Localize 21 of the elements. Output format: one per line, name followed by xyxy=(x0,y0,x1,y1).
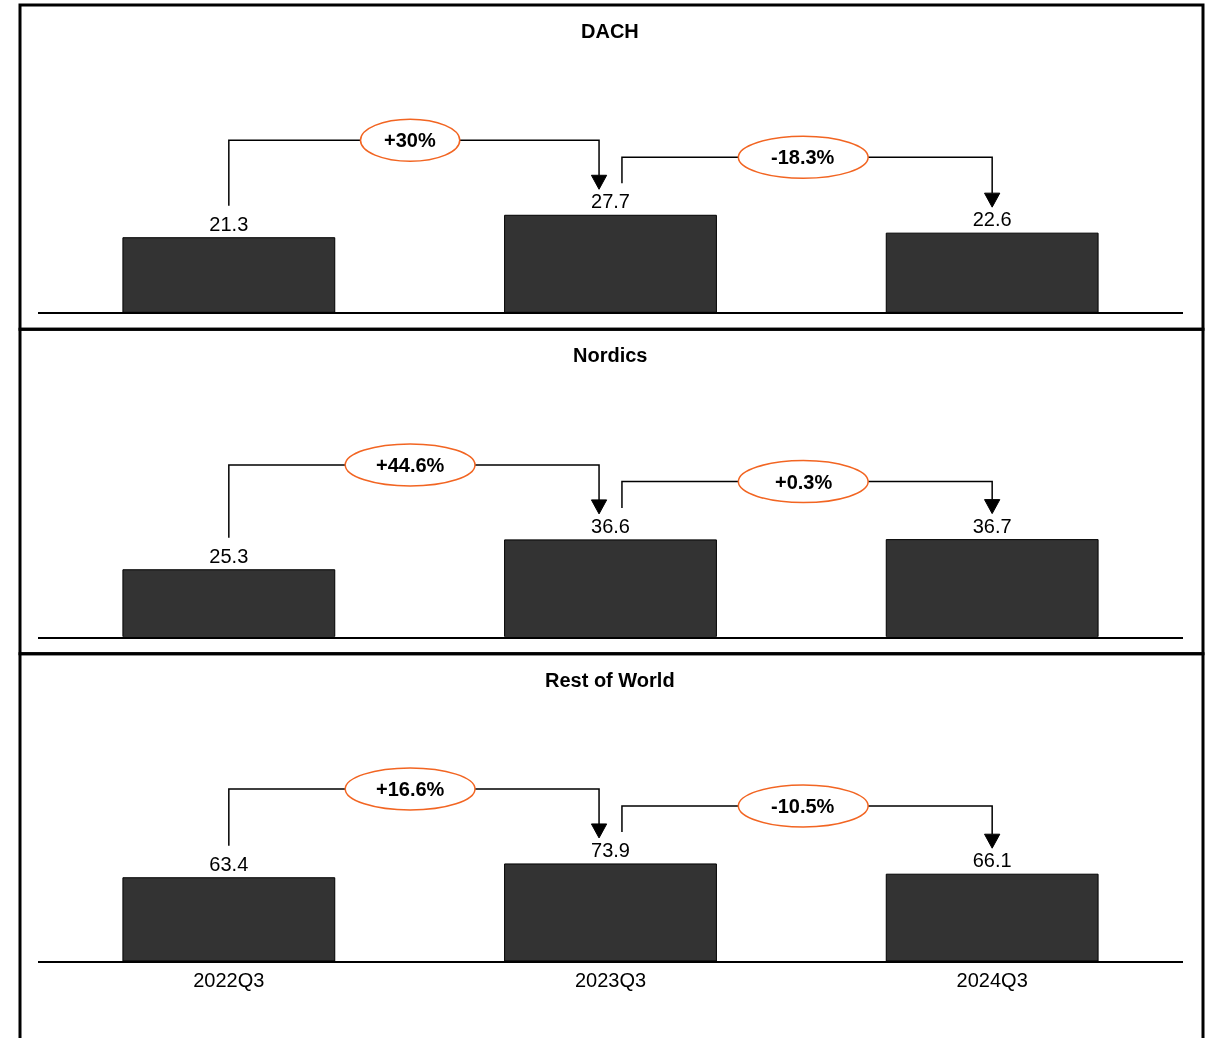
chart-title: Nordics xyxy=(573,344,648,366)
text: +0.3% xyxy=(775,471,833,493)
chart-title: Rest of World xyxy=(545,669,675,691)
data-label: 63.4 xyxy=(209,852,249,875)
x-tick-label: 2024Q3 xyxy=(956,968,1028,991)
data-label: 73.9 xyxy=(591,838,630,861)
data-label: 21.3 xyxy=(209,212,249,235)
data-label: 66.1 xyxy=(972,849,1012,872)
text: -10.5% xyxy=(771,795,835,817)
data-label: 25.3 xyxy=(209,544,249,567)
data-label: 22.6 xyxy=(972,208,1012,231)
text: +44.6% xyxy=(376,454,445,476)
text: +16.6% xyxy=(376,778,445,800)
chart-title: DACH xyxy=(581,20,639,42)
data-label: 36.7 xyxy=(972,514,1012,537)
x-tick-label: 2022Q3 xyxy=(193,968,265,991)
data-label: 36.6 xyxy=(591,514,630,537)
x-tick-label: 2023Q3 xyxy=(574,968,647,991)
data-label: 27.7 xyxy=(591,190,630,213)
text: -18.3% xyxy=(771,146,835,168)
text: +30% xyxy=(384,129,436,151)
